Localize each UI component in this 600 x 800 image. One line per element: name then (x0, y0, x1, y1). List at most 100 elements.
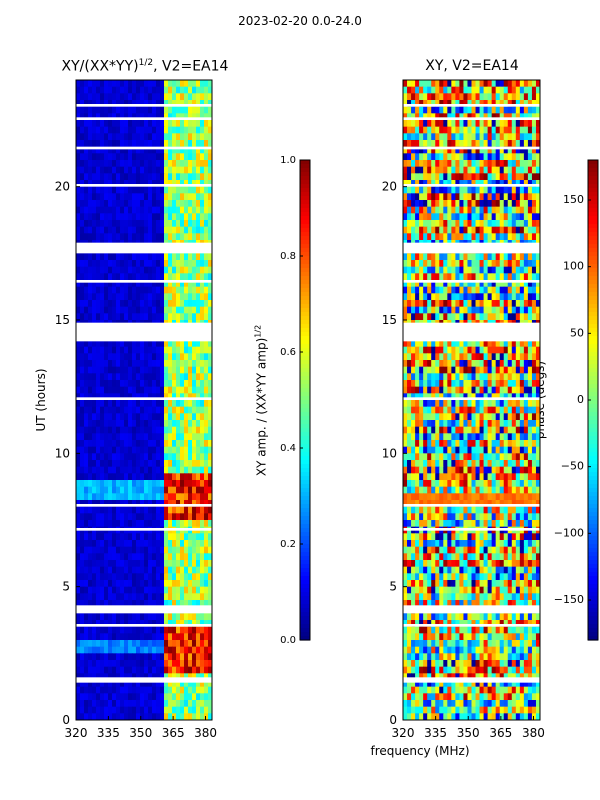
heat-cell (80, 666, 85, 674)
heat-cell (200, 406, 205, 414)
heat-cell (76, 120, 81, 128)
heat-cell (80, 180, 85, 188)
heat-cell (180, 180, 185, 188)
heat-cell (120, 106, 125, 114)
heat-cell (80, 226, 85, 234)
heat-cell (180, 580, 185, 588)
heat-cell (196, 533, 201, 541)
heat-cell (439, 126, 444, 134)
heat-cell (108, 660, 113, 668)
heat-cell (172, 673, 177, 681)
heat-cell (407, 360, 412, 368)
heat-cell (160, 113, 165, 121)
heat-cell (92, 666, 97, 674)
heat-cell (172, 406, 177, 414)
heat-cell (423, 346, 428, 354)
heat-cell (192, 126, 197, 134)
heat-cell (192, 220, 197, 228)
heat-cell (523, 353, 529, 361)
heat-cell (160, 620, 165, 628)
heat-cell (427, 160, 432, 168)
heat-cell (427, 400, 432, 408)
heat-cell (164, 546, 169, 554)
heat-cell (120, 713, 125, 720)
heat-cell (152, 346, 157, 354)
heat-cell (479, 86, 485, 94)
heat-cell (128, 140, 133, 148)
heat-cell (92, 493, 97, 501)
heat-cell (172, 233, 177, 241)
heat-cell (487, 400, 493, 408)
heat-cell (535, 193, 540, 201)
heat-cell (172, 200, 177, 208)
heat-cell (108, 686, 113, 694)
heat-cell (511, 146, 517, 154)
heat-cell (140, 206, 145, 214)
heat-cell (132, 233, 137, 241)
heat-cell (180, 533, 185, 541)
heat-cell (499, 286, 505, 294)
heat-cell (164, 453, 169, 461)
heat-cell (455, 300, 461, 308)
heat-cell (451, 166, 456, 174)
heat-cell (92, 193, 97, 201)
heat-cell (124, 300, 129, 308)
heat-cell (160, 480, 165, 488)
heat-cell (531, 180, 537, 188)
heat-cell (515, 233, 521, 241)
heat-cell (459, 380, 465, 388)
heat-cell (527, 400, 533, 408)
heat-cell (160, 206, 165, 214)
heat-cell (120, 226, 125, 234)
heat-cell (204, 500, 209, 508)
heat-cell (523, 273, 529, 281)
heat-cell (160, 486, 165, 494)
heat-cell (467, 253, 473, 261)
heat-cell (76, 533, 81, 541)
heat-cell (148, 293, 153, 301)
heat-cell (92, 446, 97, 454)
heat-cell (180, 593, 185, 601)
heat-cell (427, 380, 432, 388)
heat-cell (200, 460, 205, 468)
heat-cell (160, 186, 165, 194)
heat-cell (495, 120, 501, 128)
heat-cell (467, 140, 473, 148)
heat-cell (475, 286, 481, 294)
heat-cell (196, 226, 201, 234)
heat-cell (475, 373, 481, 381)
heat-cell (88, 706, 93, 714)
heat-cell (471, 220, 477, 228)
heat-cell (84, 520, 89, 528)
heat-cell (116, 260, 121, 268)
heat-cell (120, 413, 125, 421)
heat-cell (132, 613, 137, 621)
heat-cell (84, 300, 89, 308)
heat-cell (128, 253, 133, 261)
heat-cell (164, 120, 169, 128)
heat-cell (407, 253, 412, 261)
heat-cell (124, 500, 129, 508)
heat-cell (423, 226, 428, 234)
heat-cell (447, 160, 452, 168)
heat-cell (148, 466, 153, 474)
heat-cell (188, 500, 193, 508)
heat-cell (443, 120, 448, 128)
heat-cell (132, 206, 137, 214)
heat-cell (439, 140, 444, 148)
heat-cell (112, 420, 117, 428)
heat-cell (196, 660, 201, 668)
heat-cell (116, 133, 121, 141)
heat-cell (451, 286, 456, 294)
heat-cell (519, 233, 525, 241)
heat-cell (427, 346, 432, 354)
heat-cell (463, 280, 469, 288)
heat-cell (156, 233, 161, 241)
heat-cell (479, 220, 485, 228)
heat-cell (112, 346, 117, 354)
heat-cell (196, 586, 201, 594)
heat-cell (463, 100, 469, 108)
heat-cell (419, 220, 424, 228)
heat-cell (88, 120, 93, 128)
heat-cell (431, 373, 436, 381)
